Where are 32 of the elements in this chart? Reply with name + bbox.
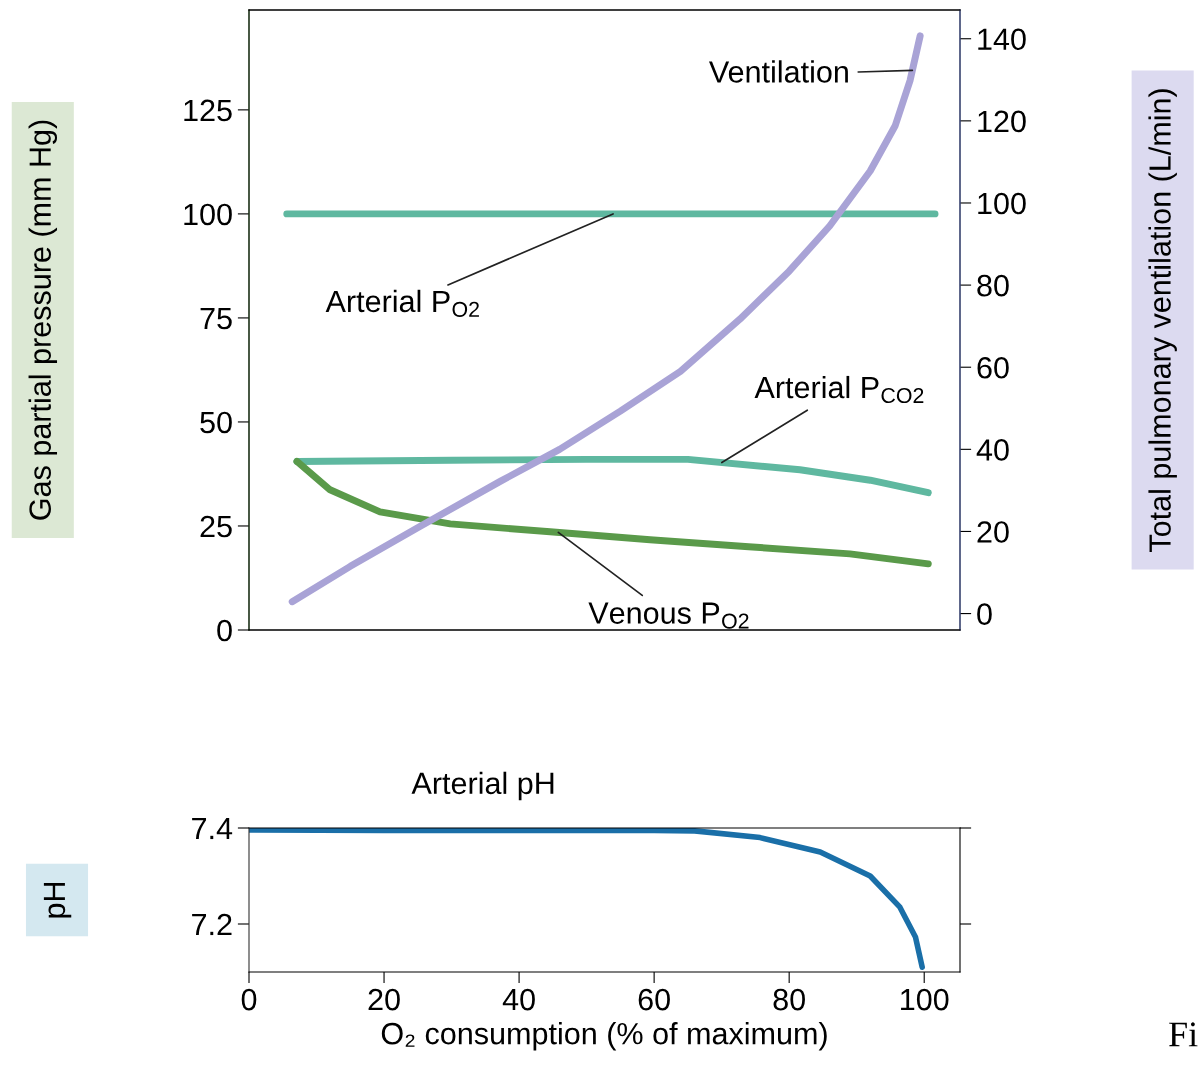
y2-tick-label: 0 (977, 603, 992, 625)
y-tick-label: 75 (200, 307, 232, 330)
x-tick-label: 20 (368, 988, 400, 1011)
y2-tick-label: 40 (976, 439, 1009, 461)
y-tick-label: 0 (217, 619, 232, 642)
series-label: Arterial pH (411, 771, 554, 801)
text: Arterial P$_{O2}$ (325, 289, 479, 317)
text: Arterial P$_{CO2}$ (754, 375, 924, 404)
series-label: Venous P$_{O2}$ (588, 602, 749, 629)
x-tick-label: 80 (773, 988, 805, 1011)
x-tick-label: 60 (638, 988, 670, 1011)
y-tick-label: 125 (184, 99, 232, 122)
x-tick-label: 40 (502, 988, 535, 1011)
x-tick-label: 0 (241, 988, 257, 1011)
y-tick-label: 7.4 (192, 818, 233, 840)
y2-tick-label: 100 (978, 192, 1026, 215)
y-tick-label: 50 (200, 411, 232, 434)
y2-axis-title: Total pulmonary ventilation (L/min) (1148, 89, 1177, 552)
y2-tick-label: 120 (978, 110, 1026, 133)
y-axis-title: pH (43, 882, 72, 918)
y-tick-label: 7.2 (192, 913, 232, 936)
y2-tick-label: 140 (978, 28, 1026, 51)
y-tick-label: 25 (200, 515, 232, 538)
series-label: Ventilation (708, 60, 848, 83)
y-axis-title: Gas partial pressure (mm Hg) (28, 120, 58, 520)
y2-tick-label: 20 (977, 521, 1009, 543)
x-tick-label: 100 (901, 988, 949, 1011)
y2-tick-label: 80 (977, 274, 1009, 297)
y2-tick-label: 60 (977, 356, 1009, 379)
y-tick-label: 100 (184, 203, 232, 226)
text: Fi (1169, 1022, 1198, 1047)
x-axis-title: O₂ consumption (% of maximum) (381, 1022, 827, 1051)
